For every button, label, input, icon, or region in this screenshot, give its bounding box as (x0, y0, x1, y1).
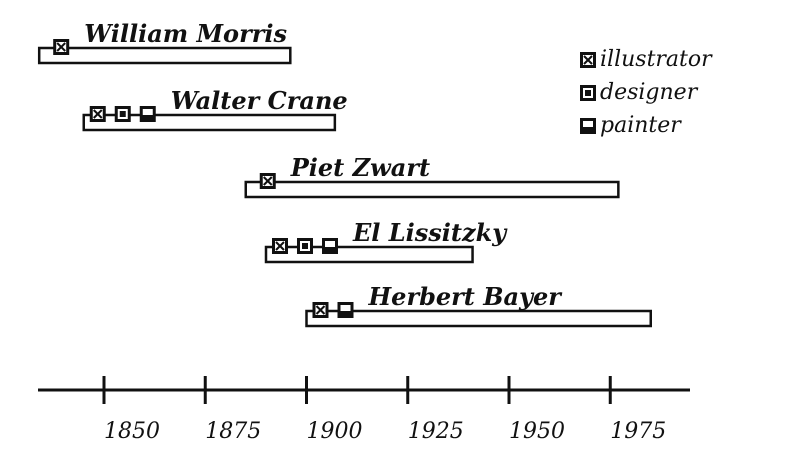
illustrator-legend-icon (580, 52, 596, 68)
legend-label: painter (600, 113, 682, 138)
legend-label: designer (600, 80, 699, 105)
designer-icon (114, 106, 131, 122)
illustrator-icon (259, 173, 276, 189)
legend-label: illustrator (600, 47, 713, 72)
lifespan-bar (264, 245, 474, 264)
designer-icon (297, 238, 313, 254)
person-name: William Morris (84, 19, 287, 48)
person-name: Piet Zwart (290, 153, 430, 182)
painter-icon (139, 106, 156, 122)
person-name: Herbert Bayer (368, 282, 564, 311)
painter-icon (337, 302, 354, 318)
axis-tick-label: 1950 (509, 419, 565, 444)
painter-legend-icon (580, 118, 596, 134)
designer-legend-icon (580, 85, 596, 101)
lifespan-bar (37, 46, 292, 65)
lifespan-bar (305, 309, 652, 328)
illustrator-icon (312, 302, 329, 318)
axis-tick-label: 1900 (307, 419, 363, 444)
illustrator-icon (272, 238, 288, 254)
painter-icon (322, 238, 338, 254)
illustrator-icon (89, 106, 106, 122)
axis-tick-label: 1850 (104, 419, 160, 444)
person-name: Walter Crane (171, 86, 348, 115)
illustrator-icon (53, 39, 70, 55)
axis-tick-label: 1975 (610, 419, 666, 444)
axis-tick-label: 1875 (205, 419, 261, 444)
lifespan-bar (244, 180, 620, 199)
axis-tick-label: 1925 (408, 419, 464, 444)
person-name: El Lissitzky (352, 218, 508, 247)
